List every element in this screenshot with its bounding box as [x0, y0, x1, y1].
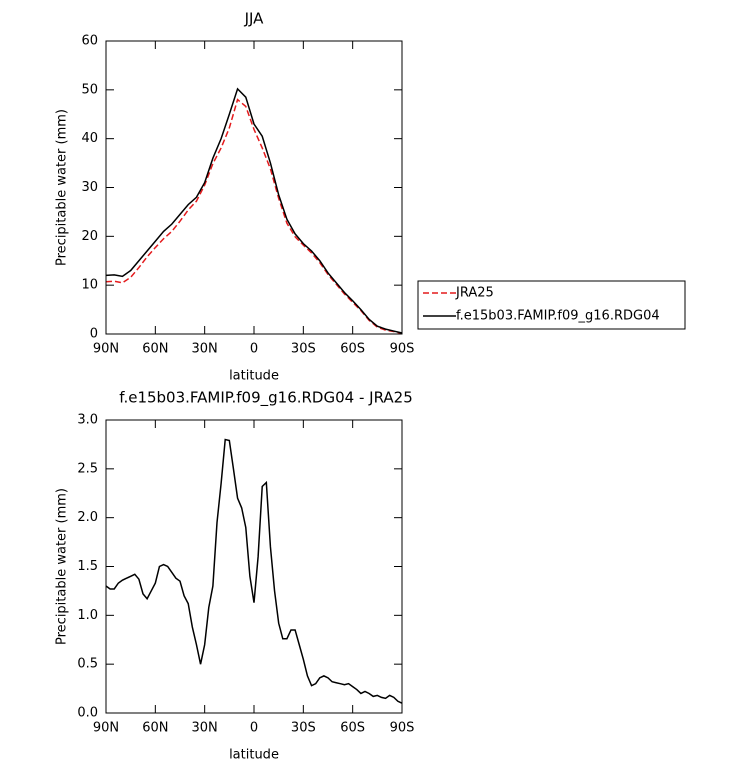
y-tick-label: 50 — [81, 82, 98, 97]
legend-label: JRA25 — [455, 286, 494, 301]
data-line — [105, 98, 403, 335]
x-tick-label: 60N — [142, 342, 168, 357]
y-tick-label: 1.5 — [77, 559, 98, 574]
chart-title: f.e15b03.FAMIP.f09_g16.RDG04 - JRA25 — [119, 389, 412, 408]
plot-frame — [105, 40, 403, 335]
y-tick-label: 40 — [81, 131, 98, 146]
x-tick-label: 90N — [93, 342, 119, 357]
x-tick-label: 60S — [340, 342, 365, 357]
y-tick-label: 0.0 — [77, 706, 98, 721]
x-tick-label: 30N — [192, 342, 218, 357]
x-tick-label: 90S — [390, 342, 415, 357]
chart-title: JJA — [244, 10, 265, 28]
y-tick-label: 3.0 — [77, 413, 98, 428]
y-tick-label: 30 — [81, 180, 98, 195]
x-tick-label: 60N — [142, 721, 168, 736]
data-line — [105, 87, 403, 334]
x-tick-label: 30S — [291, 342, 316, 357]
x-axis-label: latitude — [229, 369, 279, 384]
y-axis-label: Precipitable water (mm) — [55, 488, 70, 645]
legend-label: f.e15b03.FAMIP.f09_g16.RDG04 — [456, 309, 660, 324]
legend-box — [417, 280, 686, 330]
x-axis-label: latitude — [229, 748, 279, 763]
y-tick-label: 20 — [81, 229, 98, 244]
x-tick-label: 90N — [93, 721, 119, 736]
x-tick-label: 0 — [250, 721, 258, 736]
y-tick-label: 0 — [90, 327, 98, 342]
y-tick-label: 1.0 — [77, 608, 98, 623]
y-axis-label: Precipitable water (mm) — [55, 109, 70, 266]
y-tick-label: 2.5 — [77, 461, 98, 476]
y-tick-label: 60 — [81, 34, 98, 49]
y-tick-label: 0.5 — [77, 657, 98, 672]
x-tick-label: 90S — [390, 721, 415, 736]
x-tick-label: 60S — [340, 721, 365, 736]
x-tick-label: 0 — [250, 342, 258, 357]
x-tick-label: 30S — [291, 721, 316, 736]
data-line — [105, 438, 403, 704]
plot-frame — [105, 419, 403, 714]
y-tick-label: 2.0 — [77, 510, 98, 525]
x-tick-label: 30N — [192, 721, 218, 736]
y-tick-label: 10 — [81, 278, 98, 293]
